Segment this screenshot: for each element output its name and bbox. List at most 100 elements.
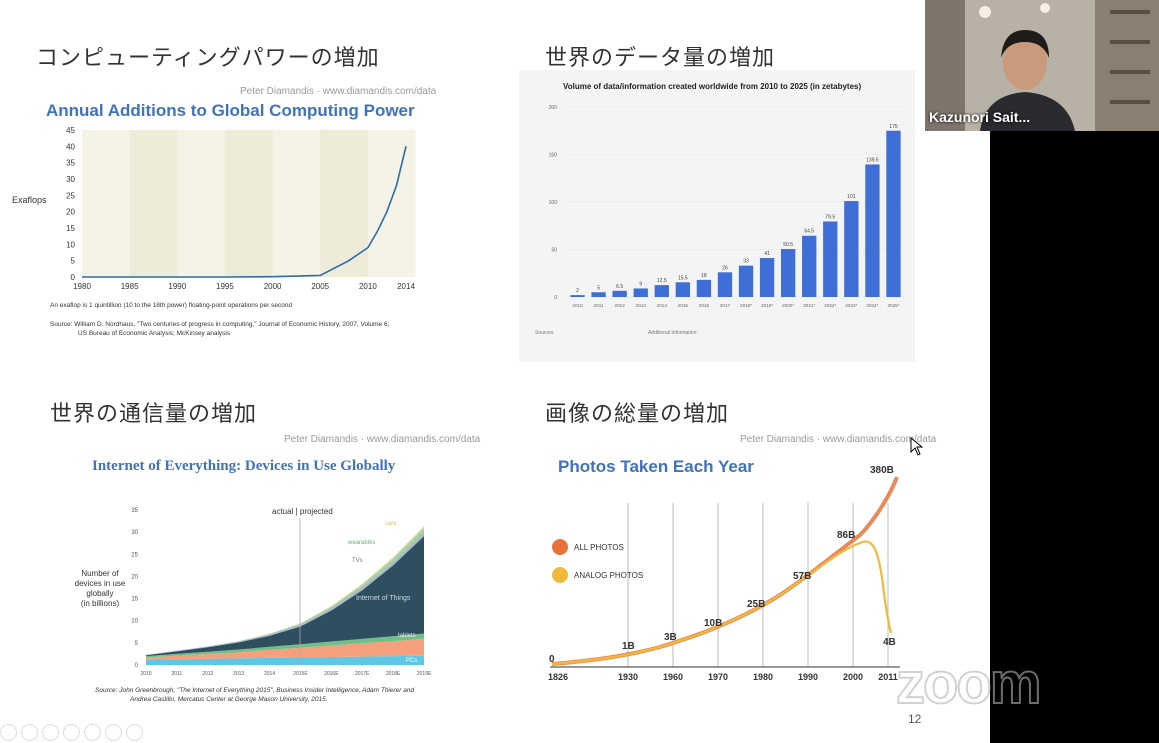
q4-title: 画像の総量の増加 — [545, 402, 730, 427]
chart3-xtick: 2014 — [264, 671, 275, 677]
chart3-ytick: 0 — [135, 663, 139, 669]
chart2-xtick: 2017 — [720, 303, 731, 308]
chart2-data-volume: 2 5 6.5 9 12.5 15.5 18 26 33 41 50.5 64.5 79.5 101 139… — [549, 105, 904, 308]
chart4-xtick: 2011 — [878, 672, 898, 682]
chart2-value-label: 101 — [847, 194, 856, 200]
chart1-ytick: 25 — [66, 191, 75, 200]
chart4-label-86b: 86B — [837, 530, 855, 541]
chart2-xtick: 2024* — [866, 303, 878, 308]
chart1-ytick: 15 — [66, 224, 75, 233]
chart4-analog-photos-line — [551, 540, 893, 666]
chart3-xtick: 2010 — [140, 671, 151, 677]
chart2-value-label: 26 — [722, 265, 728, 271]
person-head — [1003, 34, 1047, 90]
chart3-ylabel-1: Number of — [81, 569, 119, 578]
pen-icon[interactable] — [42, 724, 59, 741]
more-icon[interactable] — [126, 724, 143, 741]
chart2-bar — [759, 258, 775, 297]
chart1-xtick: 2000 — [264, 282, 282, 291]
chart2-value-label: 5 — [597, 285, 600, 291]
chart2-value-label: 15.5 — [678, 275, 688, 281]
subtitle-icon[interactable] — [105, 724, 122, 741]
chart1-ylabel: Exaflops — [12, 195, 47, 205]
q2-title: 世界のデータ量の増加 — [545, 46, 776, 71]
zoom-in-icon[interactable] — [84, 724, 101, 741]
chart1-ytick: 5 — [71, 257, 76, 266]
chart2-value-label: 139.5 — [866, 157, 879, 163]
chart2-xtick: 2022* — [824, 303, 836, 308]
grid-icon[interactable] — [63, 724, 80, 741]
chart3-area — [146, 532, 424, 656]
chart2-value-label: 33 — [743, 259, 749, 265]
chart3-ytick: 15 — [131, 597, 138, 603]
chart2-bar — [865, 164, 880, 297]
chart3-area — [146, 655, 424, 665]
chart2-bar — [823, 221, 838, 297]
chart2-value-label: 41 — [764, 251, 770, 257]
chart1-xtick: 1990 — [168, 282, 186, 291]
slide-toolbar — [0, 724, 143, 743]
chart2-bar — [717, 272, 733, 297]
chart2-bar — [696, 279, 712, 297]
chart2-value-label: 2 — [576, 288, 579, 294]
chart3-label-cars: cars — [385, 521, 396, 527]
chart4-legend-all: ALL PHOTOS — [574, 543, 624, 552]
chart1-computing-power: 45 40 35 30 25 20 15 10 5 0 1980 1985 1990 1995 2000 2… — [12, 126, 416, 291]
person-body — [980, 92, 1075, 131]
chart3-ytick: 5 — [135, 641, 139, 647]
chart2-value-label: 50.5 — [783, 242, 793, 248]
chart1-ytick: 30 — [66, 175, 75, 184]
chart2-footer-sources: Sources — [535, 330, 554, 336]
chart1-band — [177, 130, 225, 277]
page-number: 12 — [908, 712, 922, 726]
chart3-source-2: Andrea Castillo, Mercatus Center at Geor… — [130, 696, 328, 703]
prev-icon[interactable] — [0, 724, 17, 741]
q1-title: コンピューティングパワーの増加 — [36, 46, 380, 71]
chart3-credit: Peter Diamandis · www.diamandis.com/data — [284, 434, 481, 445]
chart3-area — [146, 633, 424, 658]
chart1-ytick: 40 — [66, 142, 75, 151]
chart1-line — [82, 146, 407, 278]
bookshelf-background — [925, 0, 1159, 131]
chart2-title: Volume of data/information created world… — [563, 82, 862, 91]
chart2-xtick: 2021* — [803, 303, 815, 308]
chart4-xtick: 1826 — [548, 672, 568, 682]
chart2-footer-info: Additional Information: — [648, 330, 698, 336]
chart2-xtick: 2020* — [782, 303, 794, 308]
chart1-ytick: 45 — [66, 126, 75, 135]
chart2-ytick: 200 — [549, 105, 558, 111]
q3-title: 世界の通信量の増加 — [50, 402, 258, 427]
chart4-label-25b: 25B — [747, 599, 765, 610]
chart2-ytick: 100 — [549, 200, 558, 206]
chart4-legend-analog-dot — [552, 567, 568, 583]
chart1-ytick: 10 — [66, 240, 75, 249]
chart2-bar — [844, 201, 859, 297]
chart4-label-1b: 1B — [622, 641, 635, 652]
chart3-area — [146, 638, 424, 660]
chart1-band — [272, 130, 321, 277]
chart3-label-pcs: PCs — [406, 658, 417, 664]
chart3-label-tablets: tablets — [398, 633, 416, 639]
chart2-bar — [633, 288, 648, 297]
chart2-value-label: 64.5 — [804, 229, 814, 235]
participant-video-tile[interactable]: Kazunori Sait... — [925, 0, 1159, 131]
chart2-value-label: 175 — [889, 124, 898, 130]
chart1-xtick: 1985 — [121, 282, 139, 291]
chart3-xtick: 2018E — [386, 671, 401, 677]
chart3-xtick: 2011 — [172, 671, 183, 677]
chart2-xtick: 2018* — [740, 303, 752, 308]
chart2-xtick: 2012 — [615, 303, 626, 308]
chart2-value-label: 12.5 — [657, 278, 667, 284]
chart3-xtick: 2013 — [233, 671, 244, 677]
chart4-label-4b: 4B — [883, 637, 896, 648]
next-icon[interactable] — [21, 724, 38, 741]
chart3-devices: 35 30 25 20 15 10 5 0 actual | projected 2010 20… — [75, 507, 432, 677]
chart2-value-label: 6.5 — [616, 284, 623, 290]
chart3-ytick: 20 — [131, 574, 138, 580]
chart4-xtick: 1960 — [663, 672, 683, 682]
chart3-label-iot: Internet of Things — [356, 595, 411, 602]
chart2-ytick: 50 — [551, 248, 557, 254]
chart1-plot-bg — [82, 130, 406, 277]
chart1-xtick: 1995 — [216, 282, 234, 291]
chart2-bar — [591, 292, 606, 297]
